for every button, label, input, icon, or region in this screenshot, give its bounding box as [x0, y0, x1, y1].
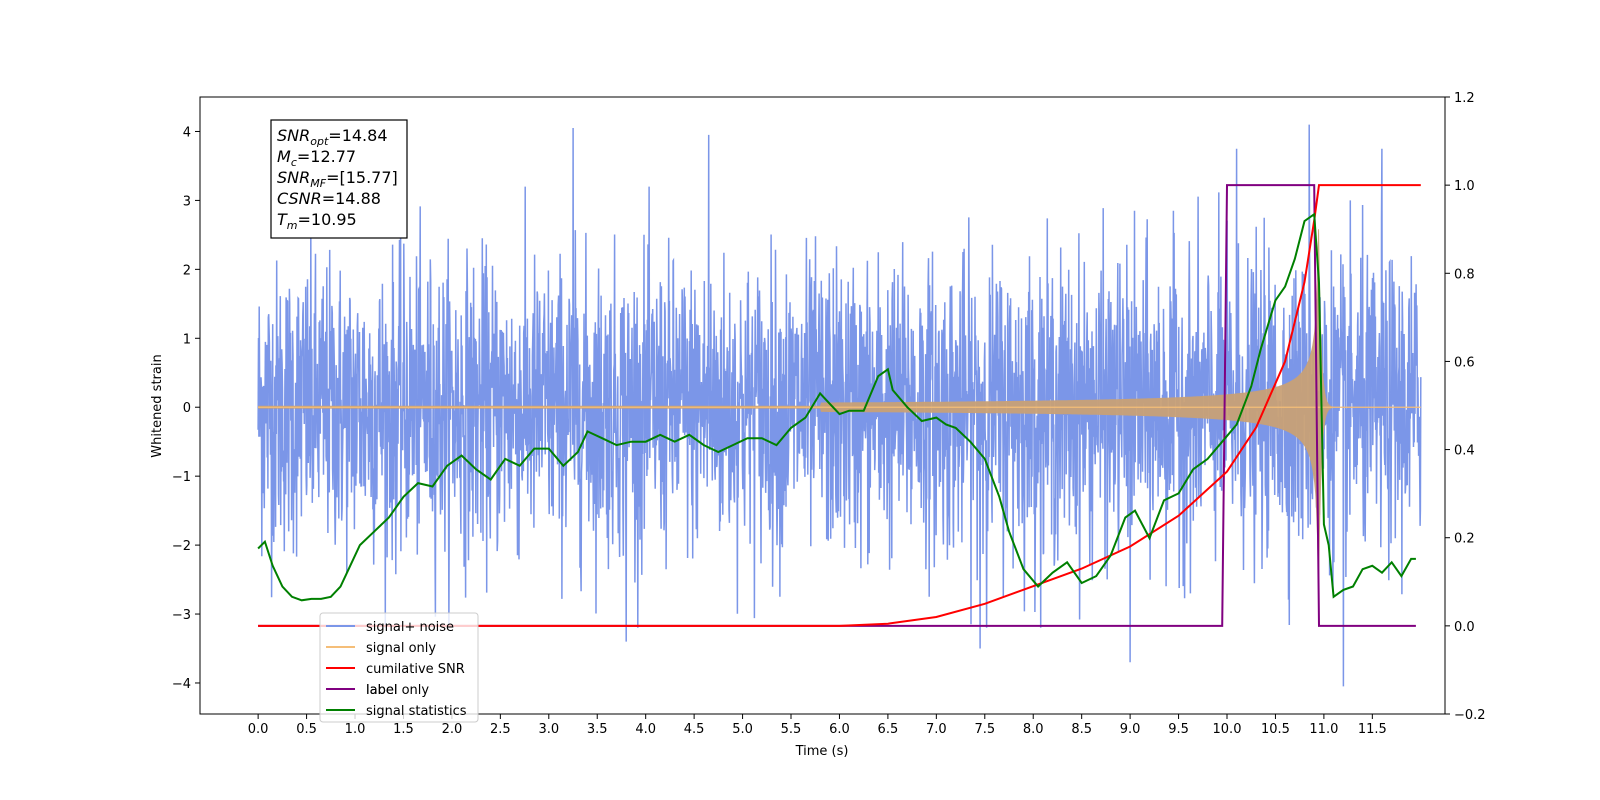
x-tick-label: 9.5: [1168, 722, 1189, 737]
legend-entry: label: [366, 683, 397, 698]
x-axis-ticks: 0.0 0.5 1.0 1.5 2.0 2.5 3.0 3.5 4.0 4.5 5.0 5.5 6.0 6…: [248, 714, 1387, 737]
y-axis-label: Whitened strain: [150, 354, 165, 457]
legend-background-text: label only: [366, 683, 429, 698]
y2-tick-label: 1.2: [1454, 91, 1475, 106]
x-tick-label: 10.0: [1213, 722, 1242, 737]
series-cumulative-snr-line: [258, 184, 1421, 627]
y2-axis-ticks: 1.2 1.0 0.8 0.6 0.4 0.2 0.0 −0.2: [1445, 91, 1486, 723]
x-tick-label: 6.0: [829, 722, 850, 737]
plot-frame: [199, 96, 1446, 715]
y2-tick-label: 0.6: [1454, 355, 1475, 370]
y2-tick-label: 0.4: [1454, 444, 1475, 459]
x-tick-label: 8.5: [1071, 722, 1092, 737]
y-tick-label: 0: [183, 401, 191, 416]
legend-entry: signal+ noise: [366, 620, 454, 635]
series-signal-statistics-line: [257, 212, 1416, 602]
x-tick-label: 7.0: [926, 722, 947, 737]
legend-entry: cumilative SNR: [366, 662, 465, 677]
y-axis-ticks: 4 3 2 1 0 −1 −2 −3 −4: [172, 125, 200, 692]
y-tick-label: 4: [183, 125, 191, 140]
y-tick-label: 1: [183, 332, 191, 347]
y2-tick-label: 0.0: [1454, 620, 1475, 635]
x-tick-label: 11.5: [1358, 722, 1387, 737]
y-tick-label: 2: [183, 263, 191, 278]
metrics-annotation-box: SNRopt=14.84Mc=12.77SNRMF=[15.77]CSNR=14…: [270, 119, 408, 239]
x-tick-label: 11.0: [1309, 722, 1338, 737]
x-tick-label: 0.5: [296, 722, 317, 737]
annotation-line: Mc=12.77: [277, 147, 356, 169]
legend-entry: signal statistics: [366, 704, 467, 719]
x-axis-label: Time (s): [795, 744, 849, 759]
x-tick-label: 1.5: [393, 722, 414, 737]
annotation-line: SNRMF=[15.77]: [277, 168, 398, 190]
x-tick-label: 2.5: [490, 722, 511, 737]
x-tick-label: 2.0: [442, 722, 463, 737]
y-tick-label: −2: [172, 539, 191, 554]
x-tick-label: 4.0: [635, 722, 656, 737]
x-tick-label: 0.0: [248, 722, 269, 737]
x-tick-label: 5.5: [781, 722, 802, 737]
x-tick-label: 7.5: [974, 722, 995, 737]
x-tick-label: 3.0: [538, 722, 559, 737]
y2-tick-label: 1.0: [1454, 179, 1475, 194]
x-tick-label: 6.5: [878, 722, 899, 737]
legend-entry: signal only: [366, 641, 436, 656]
series-label-line: [258, 184, 1416, 627]
y-tick-label: −4: [172, 677, 191, 692]
x-tick-label: 5.0: [732, 722, 753, 737]
y2-tick-label: −0.2: [1454, 708, 1486, 723]
annotation-line: CSNR=14.88: [277, 189, 381, 208]
x-tick-label: 10.5: [1261, 722, 1290, 737]
y-tick-label: −3: [172, 608, 191, 623]
x-tick-label: 1.0: [345, 722, 366, 737]
y2-tick-label: 0.2: [1454, 532, 1475, 547]
y-tick-label: 3: [183, 194, 191, 209]
x-tick-label: 9.0: [1120, 722, 1141, 737]
x-tick-label: 4.5: [684, 722, 705, 737]
x-tick-label: 8.0: [1023, 722, 1044, 737]
y-tick-label: −1: [172, 470, 191, 485]
y2-tick-label: 0.8: [1454, 267, 1475, 282]
x-tick-label: 3.5: [587, 722, 608, 737]
annotation-line: SNRopt=14.84: [277, 126, 388, 148]
annotation-line: Tm=10.95: [277, 210, 357, 232]
legend: signal+ noise signal only cumilative SNR la…: [319, 612, 479, 723]
